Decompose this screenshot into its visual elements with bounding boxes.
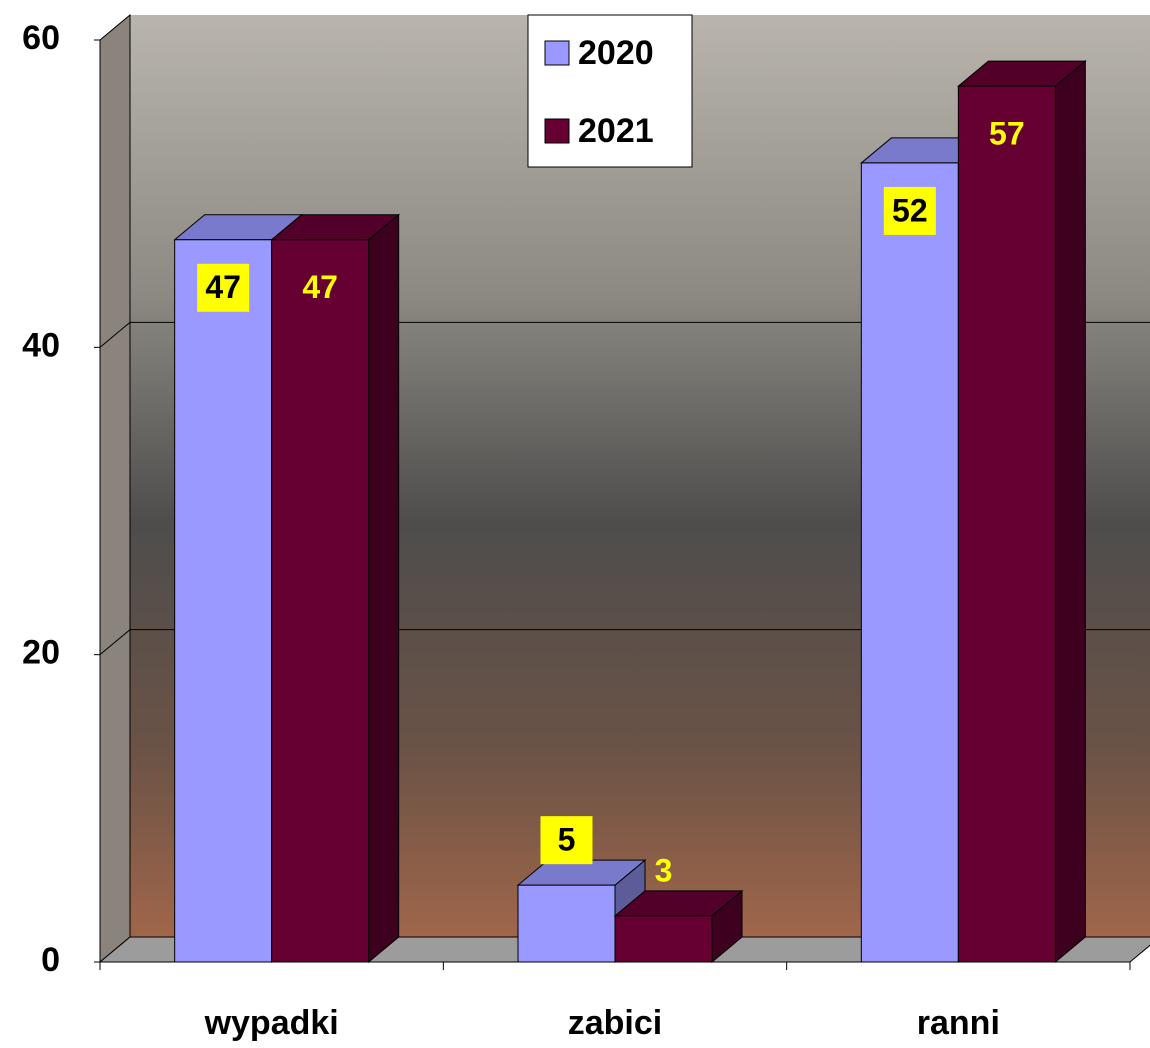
bar-side (1054, 60, 1086, 964)
bar (271, 239, 370, 963)
value-label: 52 (892, 192, 928, 228)
x-tick-label: ranni (917, 1004, 1000, 1042)
grid-line (99, 629, 131, 656)
legend-swatch (544, 40, 570, 66)
value-label-bg (197, 263, 250, 312)
value-label: 5 (558, 822, 576, 858)
legend-label: 2021 (578, 112, 654, 150)
value-label: 3 (655, 852, 673, 888)
y-tick-label: 40 (22, 326, 60, 364)
grid-line (99, 321, 131, 348)
side-wall (99, 13, 131, 964)
bar (614, 915, 713, 963)
x-tick-label: zabici (568, 1004, 662, 1042)
bar (517, 884, 616, 963)
y-tick-label: 20 (22, 634, 60, 672)
x-tick-label: wypadki (204, 1004, 339, 1042)
bar (174, 239, 273, 963)
bar (957, 85, 1056, 963)
value-label: 47 (302, 269, 338, 305)
legend: 2020 2021 (527, 14, 693, 168)
y-tick-label: 60 (22, 19, 60, 57)
value-label-bg (540, 816, 593, 865)
bar (860, 162, 959, 963)
legend-swatch (544, 118, 570, 144)
value-label: 57 (989, 116, 1025, 152)
legend-label: 2020 (578, 34, 654, 72)
y-tick-label: 0 (41, 941, 60, 979)
bar-side (368, 213, 400, 964)
value-label-bg (883, 186, 936, 235)
value-label: 47 (205, 269, 241, 305)
